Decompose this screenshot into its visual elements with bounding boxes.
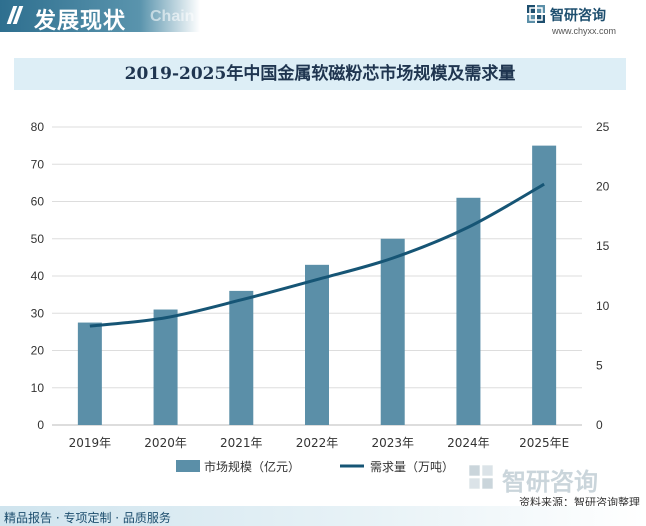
y-left-tick-label: 50 <box>31 232 45 246</box>
y-left-tick-label: 10 <box>31 381 45 395</box>
y-right-tick-label: 5 <box>596 358 603 372</box>
y-left-tick-label: 30 <box>31 306 45 320</box>
watermark-logo-icon <box>469 465 493 489</box>
x-tick-label: 2025年E <box>519 436 569 450</box>
watermark-brand: 智研咨询 <box>468 462 638 496</box>
footer-bar: 精品报告 · 专项定制 · 品质服务 <box>0 506 646 526</box>
y-left-tick-label: 70 <box>31 157 45 171</box>
x-tick-label: 2022年 <box>296 436 339 450</box>
x-tick-label: 2024年 <box>447 436 490 450</box>
source-note: 资料来源：智研咨询整理 <box>519 496 640 509</box>
y-left-tick-label: 40 <box>31 269 45 283</box>
y-right-tick-label: 25 <box>596 120 610 134</box>
bar <box>153 309 178 425</box>
y-left-tick-label: 0 <box>37 418 44 432</box>
section-header: 发展现状 Chain 智研咨询 www.chyxx.com <box>0 0 646 42</box>
brand-url: www.chyxx.com <box>552 26 617 36</box>
brand-logo-block: 智研咨询 www.chyxx.com <box>526 4 636 38</box>
watermark-brand-name: 智研咨询 <box>502 468 598 496</box>
y-right-tick-label: 0 <box>596 418 603 432</box>
legend-label-line: 需求量（万吨） <box>370 460 454 474</box>
bar <box>380 238 405 425</box>
legend-swatch-bar <box>176 460 200 472</box>
legend-label-bar: 市场规模（亿元） <box>204 459 300 474</box>
bar <box>456 197 481 425</box>
y-left-tick-label: 20 <box>31 344 45 358</box>
bar <box>532 145 557 425</box>
y-right-tick-label: 10 <box>596 299 610 313</box>
x-tick-label: 2020年 <box>144 436 187 450</box>
section-title: 发展现状 <box>34 9 127 34</box>
brand-logo-icon <box>527 5 545 23</box>
y-right-tick-label: 15 <box>596 239 610 253</box>
x-tick-label: 2019年 <box>69 436 112 450</box>
section-header-bar: 发展现状 Chain <box>0 0 200 34</box>
section-subtitle: Chain <box>150 8 195 25</box>
y-left-tick-label: 80 <box>31 120 45 134</box>
x-tick-label: 2021年 <box>220 436 263 450</box>
bar <box>77 322 102 425</box>
footer-tagline: 精品报告 · 专项定制 · 品质服务 <box>4 511 171 525</box>
bar <box>229 290 254 425</box>
x-tick-label: 2023年 <box>371 436 414 450</box>
series-line-demand <box>89 182 545 328</box>
chart-title: 2019-2025年中国金属软磁粉芯市场规模及需求量 <box>124 64 516 84</box>
bar <box>305 264 329 425</box>
chart-title-band: 2019-2025年中国金属软磁粉芯市场规模及需求量 <box>14 58 626 90</box>
brand-name: 智研咨询 <box>550 8 606 24</box>
y-left-tick-label: 60 <box>31 195 45 209</box>
y-right-tick-label: 20 <box>596 180 610 194</box>
